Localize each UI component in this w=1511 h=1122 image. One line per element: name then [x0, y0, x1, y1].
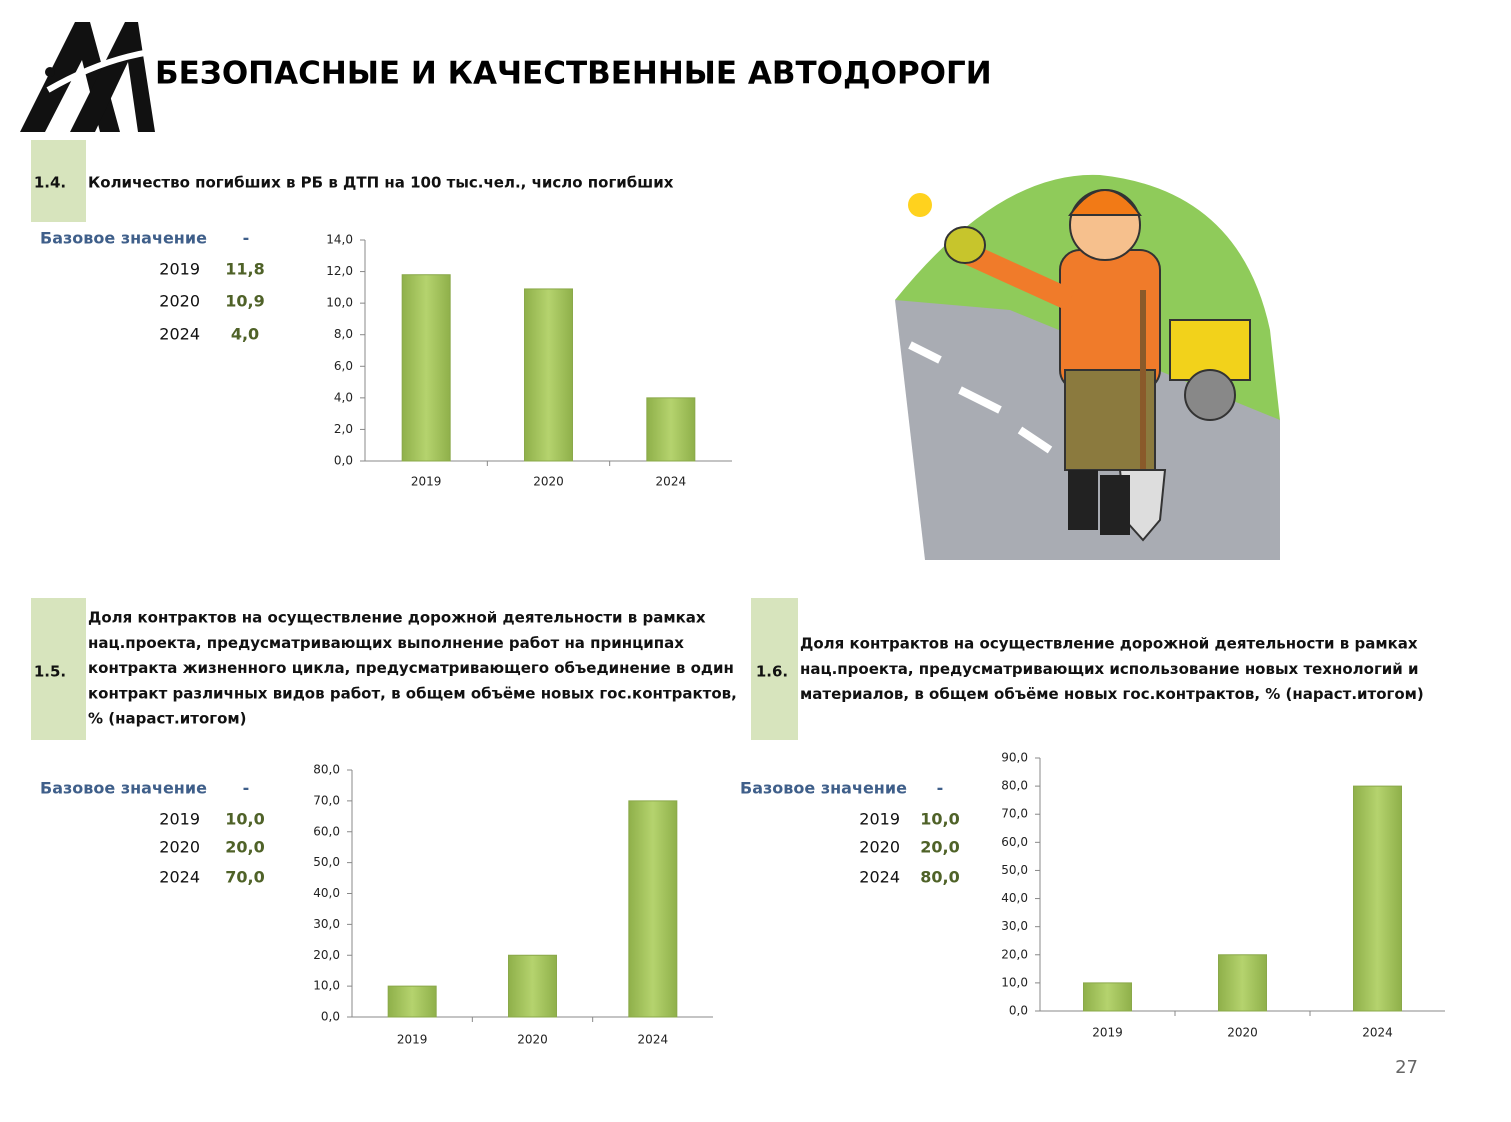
base-value: -	[243, 779, 250, 798]
row-value: 10,0	[225, 810, 264, 829]
indicator-title: % (нараст.итогом)	[88, 710, 247, 728]
y-tick-label: 30,0	[313, 917, 340, 931]
base-value: -	[937, 779, 944, 798]
y-tick-label: 10,0	[313, 979, 340, 993]
y-tick-label: 80,0	[313, 763, 340, 777]
bar	[1353, 785, 1402, 1012]
indicator-number: 1.4.	[34, 174, 66, 192]
row-year: 2019	[159, 260, 200, 279]
y-tick-label: 40,0	[1001, 891, 1028, 905]
indicator-title: Доля контрактов на осуществление дорожно…	[88, 609, 706, 627]
y-tick-label: 30,0	[1001, 919, 1028, 933]
x-tick-label: 2020	[517, 1033, 548, 1047]
base-label: Базовое значение	[40, 779, 207, 798]
bar	[1083, 982, 1132, 1012]
indicator-title: контракта жизненного цикла, предусматрив…	[88, 659, 734, 677]
indicator-title: материалов, в общем объёме новых гос.кон…	[800, 685, 1424, 703]
x-tick-label: 2024	[1362, 1026, 1393, 1040]
illustration	[895, 174, 1280, 560]
bar	[1218, 954, 1267, 1012]
row-year: 2024	[159, 868, 200, 887]
y-tick-label: 0,0	[321, 1010, 340, 1024]
row-value: 20,0	[225, 838, 264, 857]
row-value: 4,0	[231, 325, 259, 344]
logo	[20, 22, 155, 132]
y-tick-label: 12,0	[326, 264, 353, 278]
x-tick-label: 2020	[1227, 1026, 1258, 1040]
y-tick-label: 20,0	[1001, 947, 1028, 961]
x-tick-label: 2019	[411, 475, 442, 489]
y-tick-label: 4,0	[334, 390, 353, 404]
indicator-title: контракт различных видов работ, в общем …	[88, 684, 737, 702]
y-tick-label: 50,0	[1001, 863, 1028, 877]
indicator-title: Количество погибших в РБ в ДТП на 100 ты…	[88, 174, 674, 192]
y-tick-label: 0,0	[1009, 1004, 1028, 1018]
y-tick-label: 10,0	[326, 296, 353, 310]
y-tick-label: 20,0	[313, 948, 340, 962]
x-tick-label: 2019	[1092, 1026, 1123, 1040]
row-value: 80,0	[920, 868, 959, 887]
y-tick-label: 0,0	[334, 454, 353, 468]
indicator-number: 1.5.	[34, 663, 66, 681]
y-tick-label: 80,0	[1001, 779, 1028, 793]
row-value: 70,0	[225, 868, 264, 887]
bar	[508, 954, 557, 1018]
bar	[387, 985, 437, 1018]
y-tick-label: 10,0	[1001, 975, 1028, 989]
x-tick-label: 2024	[638, 1033, 669, 1047]
bar	[628, 800, 678, 1018]
bar	[401, 274, 451, 462]
y-tick-label: 60,0	[313, 824, 340, 838]
row-year: 2019	[859, 810, 900, 829]
indicator-number: 1.6.	[756, 663, 788, 681]
y-tick-label: 14,0	[326, 233, 353, 247]
indicator-title: Доля контрактов на осуществление дорожно…	[800, 635, 1418, 653]
y-tick-label: 70,0	[1001, 807, 1028, 821]
y-tick-label: 60,0	[1001, 835, 1028, 849]
x-tick-label: 2019	[397, 1033, 428, 1047]
row-year: 2020	[159, 838, 200, 857]
y-tick-label: 70,0	[313, 793, 340, 807]
x-tick-label: 2024	[656, 475, 687, 489]
row-year: 2024	[159, 325, 200, 344]
row-value: 11,8	[225, 260, 264, 279]
page-number: 27	[1395, 1057, 1418, 1078]
row-year: 2019	[159, 810, 200, 829]
bar	[524, 288, 573, 462]
y-tick-label: 6,0	[334, 359, 353, 373]
indicator-boxes	[31, 140, 798, 740]
row-year: 2020	[159, 292, 200, 311]
page-title: БЕЗОПАСНЫЕ И КАЧЕСТВЕННЫЕ АВТОДОРОГИ	[155, 56, 992, 92]
base-label: Базовое значение	[40, 229, 207, 248]
row-value: 10,0	[920, 810, 959, 829]
row-value: 10,9	[225, 292, 264, 311]
y-tick-label: 50,0	[313, 855, 340, 869]
indicator-title: нац.проекта, предусматривающих использов…	[800, 660, 1419, 678]
y-tick-label: 2,0	[334, 422, 353, 436]
y-tick-label: 90,0	[1001, 751, 1028, 765]
y-tick-label: 40,0	[313, 886, 340, 900]
x-tick-label: 2020	[533, 475, 564, 489]
row-year: 2024	[859, 868, 900, 887]
bar	[646, 397, 696, 462]
base-label: Базовое значение	[740, 779, 907, 798]
indicator-title: нац.проекта, предусматривающих выполнени…	[88, 634, 684, 652]
row-value: 20,0	[920, 838, 959, 857]
row-year: 2020	[859, 838, 900, 857]
y-tick-label: 8,0	[334, 327, 353, 341]
base-value: -	[243, 229, 250, 248]
